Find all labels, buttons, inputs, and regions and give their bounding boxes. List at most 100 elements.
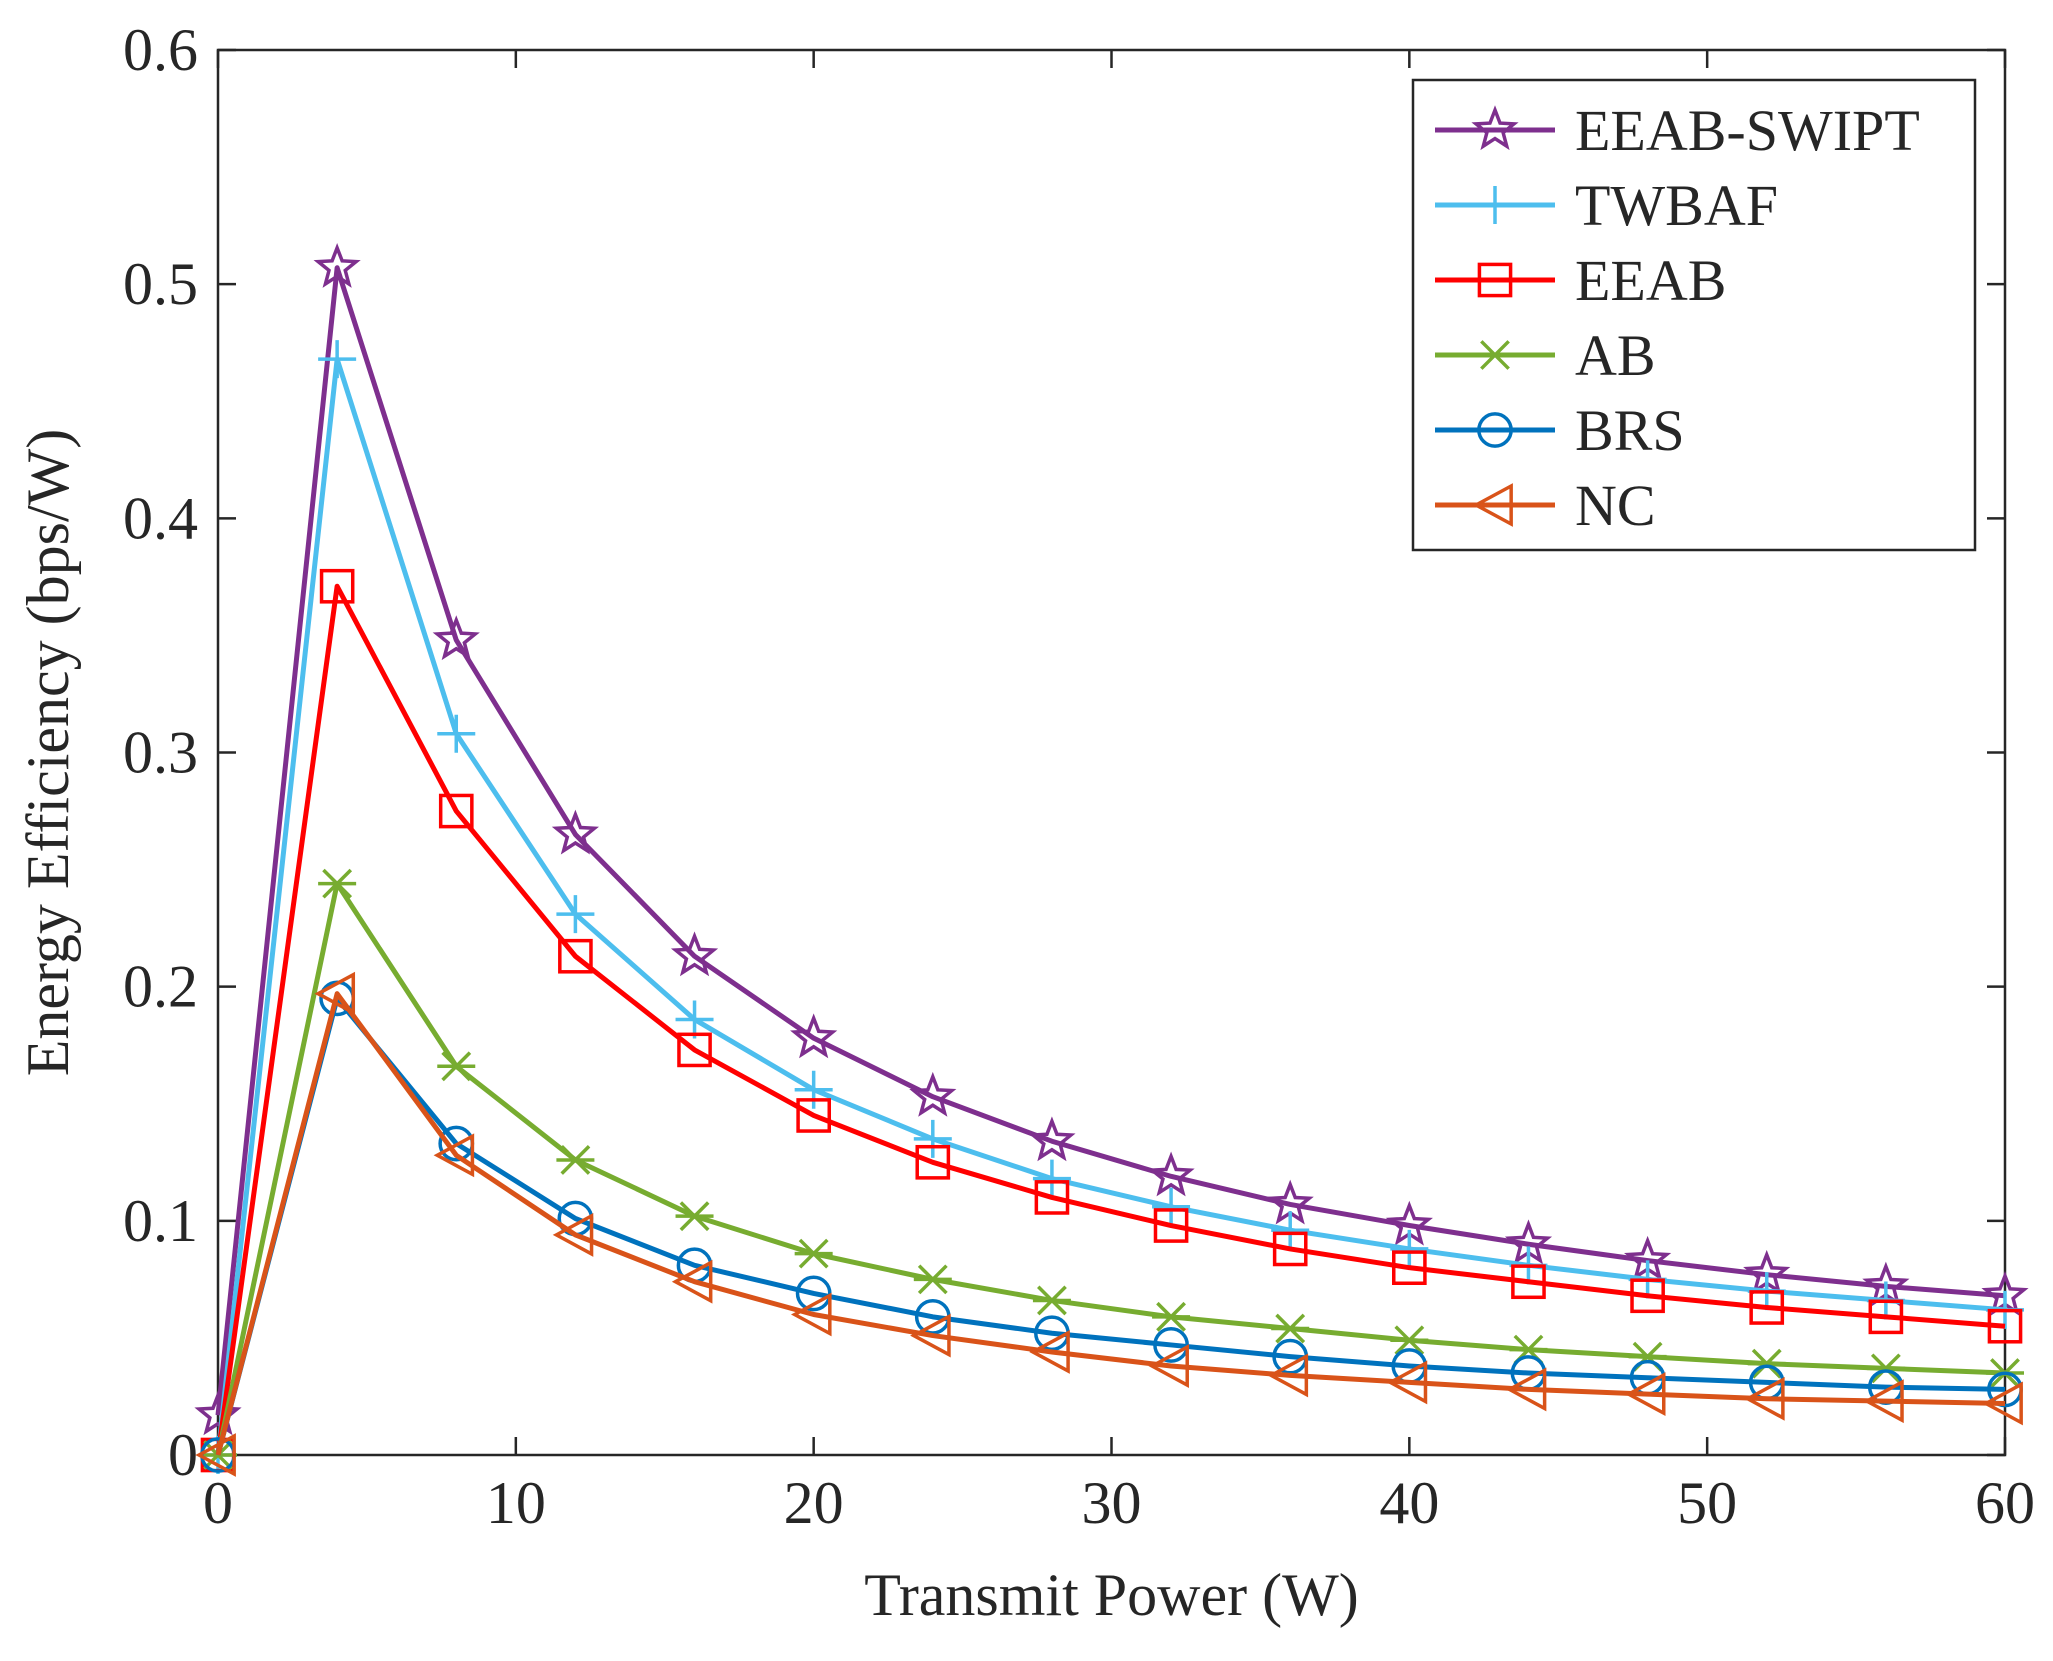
- data-point-marker: [794, 1070, 833, 1109]
- data-point-marker: [1152, 1301, 1191, 1332]
- data-point-marker: [1471, 105, 1519, 151]
- data-point-marker: [1032, 1285, 1071, 1316]
- series-layer: [194, 242, 2029, 1477]
- legend: EEAB-SWIPT TWBAF EEAB AB BRS NC: [1411, 78, 1977, 552]
- data-point-marker: [671, 1259, 713, 1304]
- data-point-marker: [910, 1313, 951, 1358]
- data-point-marker: [551, 809, 599, 855]
- data-point-marker: [1390, 1325, 1429, 1356]
- data-point-marker: [552, 1212, 594, 1257]
- data-point-marker: [915, 1144, 951, 1180]
- series-nc: [195, 971, 2023, 1477]
- y-tick-label: 0: [168, 1422, 198, 1488]
- data-point-marker: [795, 1275, 832, 1312]
- series-line: [215, 583, 2006, 1456]
- data-point-marker: [675, 1201, 714, 1232]
- legend-entry: EEAB: [1435, 248, 1726, 313]
- data-point-marker: [1148, 1344, 1189, 1388]
- y-tick-label: 0.1: [123, 1188, 198, 1254]
- data-point-marker: [1987, 1308, 2023, 1344]
- data-point-marker: [1390, 1229, 1429, 1268]
- data-point-marker: [1271, 1313, 1310, 1344]
- x-tick-label: 40: [1379, 1470, 1439, 1536]
- data-point-marker: [313, 242, 361, 288]
- data-point-marker: [1153, 1208, 1189, 1243]
- data-point-marker: [1477, 262, 1513, 298]
- y-tick-label: 0.6: [123, 17, 198, 83]
- data-point-marker: [1034, 1180, 1070, 1215]
- data-point-marker: [1477, 412, 1513, 448]
- data-point-marker: [909, 1071, 957, 1117]
- legend-entry: AB: [1435, 323, 1656, 388]
- data-point-marker: [1982, 1381, 2023, 1426]
- x-tick-label: 30: [1082, 1470, 1142, 1536]
- data-point-marker: [1028, 1116, 1076, 1162]
- data-point-marker: [1147, 1151, 1195, 1197]
- data-point-marker: [1267, 1353, 1309, 1398]
- data-point-marker: [913, 1119, 952, 1158]
- legend-box: [1411, 78, 1977, 552]
- data-point-marker: [558, 938, 593, 974]
- data-point-marker: [913, 1264, 952, 1295]
- data-point-marker: [1476, 186, 1514, 224]
- data-point-marker: [675, 1000, 714, 1039]
- data-point-marker: [1628, 1341, 1667, 1372]
- legend-label: BRS: [1575, 398, 1685, 463]
- legend-entry: TWBAF: [1435, 173, 1778, 238]
- data-point-marker: [1749, 1290, 1785, 1325]
- data-point-marker: [556, 895, 595, 934]
- data-point-marker: [1476, 340, 1514, 370]
- series-line: [215, 356, 2006, 1456]
- series-eeab: [200, 568, 2023, 1473]
- data-point-marker: [1511, 1264, 1546, 1300]
- data-point-marker: [1392, 1250, 1427, 1285]
- data-point-marker: [1386, 1360, 1428, 1405]
- data-point-marker: [1868, 1299, 1904, 1335]
- series-line: [215, 265, 2006, 1416]
- series-line: [215, 991, 2006, 1456]
- data-point-marker: [1630, 1278, 1665, 1314]
- legend-label: EEAB-SWIPT: [1575, 98, 1920, 163]
- legend-label: NC: [1575, 473, 1656, 538]
- data-point-marker: [1272, 1231, 1308, 1267]
- data-point-marker: [1472, 483, 1513, 527]
- y-tick-label: 0.3: [123, 720, 198, 786]
- data-point-marker: [314, 971, 356, 1016]
- axes: 0 10 20 30 40 50 60 0 0.1 0.2 0.3 0.4 0.5 0.6: [123, 17, 2035, 1536]
- y-tick-label: 0.5: [123, 251, 198, 317]
- x-tick-label: 50: [1677, 1470, 1737, 1536]
- legend-label: AB: [1575, 323, 1656, 388]
- series-line: [215, 881, 2006, 1456]
- legend-label: EEAB: [1575, 248, 1726, 313]
- data-point-marker: [437, 714, 476, 753]
- data-point-marker: [319, 568, 355, 604]
- data-point-marker: [438, 793, 474, 829]
- data-point-marker: [1152, 1187, 1191, 1226]
- data-point-marker: [1271, 1211, 1310, 1250]
- data-point-marker: [1029, 1330, 1070, 1374]
- data-point-marker: [1747, 1348, 1786, 1379]
- x-tick-label: 10: [486, 1470, 546, 1536]
- data-point-marker: [318, 340, 357, 379]
- data-point-marker: [1866, 1353, 1905, 1384]
- data-point-marker: [670, 931, 719, 977]
- legend-entry: NC: [1435, 473, 1656, 538]
- x-tick-label: 60: [1975, 1470, 2035, 1536]
- data-point-marker: [677, 1032, 712, 1068]
- x-axis-title: Transmit Power (W): [864, 1562, 1358, 1628]
- data-point-marker: [1863, 1379, 1904, 1424]
- x-tick-label: 20: [784, 1470, 844, 1536]
- data-point-marker: [1032, 1159, 1071, 1198]
- legend-entry: EEAB-SWIPT: [1435, 98, 1920, 163]
- data-point-marker: [1744, 1376, 1785, 1421]
- data-point-marker: [1509, 1334, 1548, 1365]
- data-point-marker: [195, 1433, 236, 1477]
- data-point-marker: [796, 1098, 831, 1133]
- data-point-marker: [790, 1013, 838, 1059]
- data-point-marker: [790, 1292, 832, 1337]
- data-point-marker: [1505, 1367, 1547, 1412]
- data-point-marker: [1624, 1372, 1666, 1417]
- y-tick-label: 0.4: [123, 485, 198, 551]
- data-point-marker: [318, 868, 357, 899]
